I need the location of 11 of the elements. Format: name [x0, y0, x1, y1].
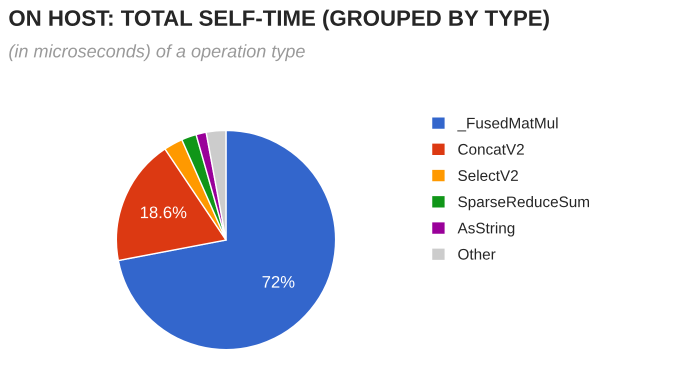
pie-slice	[118, 130, 336, 350]
data-label: 18.6%	[140, 206, 186, 218]
legend-label: SparseReduceSum	[458, 196, 589, 210]
chart-title: ON HOST: TOTAL SELF-TIME (GROUPED BY TYPE)	[9, 10, 549, 30]
legend-label: ConcatV2	[458, 144, 524, 155]
legend-label: Other	[458, 248, 496, 260]
legend-label: SelectV2	[458, 170, 518, 181]
chart-subtitle: (in microseconds) of a operation type	[9, 44, 305, 62]
legend-label: AsString	[458, 222, 514, 236]
legend-label: _FusedMatMul	[457, 117, 558, 132]
data-label: 72%	[262, 276, 294, 288]
